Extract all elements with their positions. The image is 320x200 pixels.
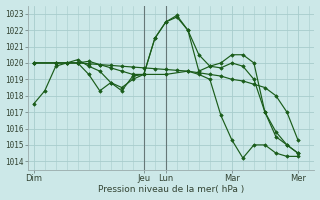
X-axis label: Pression niveau de la mer( hPa ): Pression niveau de la mer( hPa ) [98,185,244,194]
